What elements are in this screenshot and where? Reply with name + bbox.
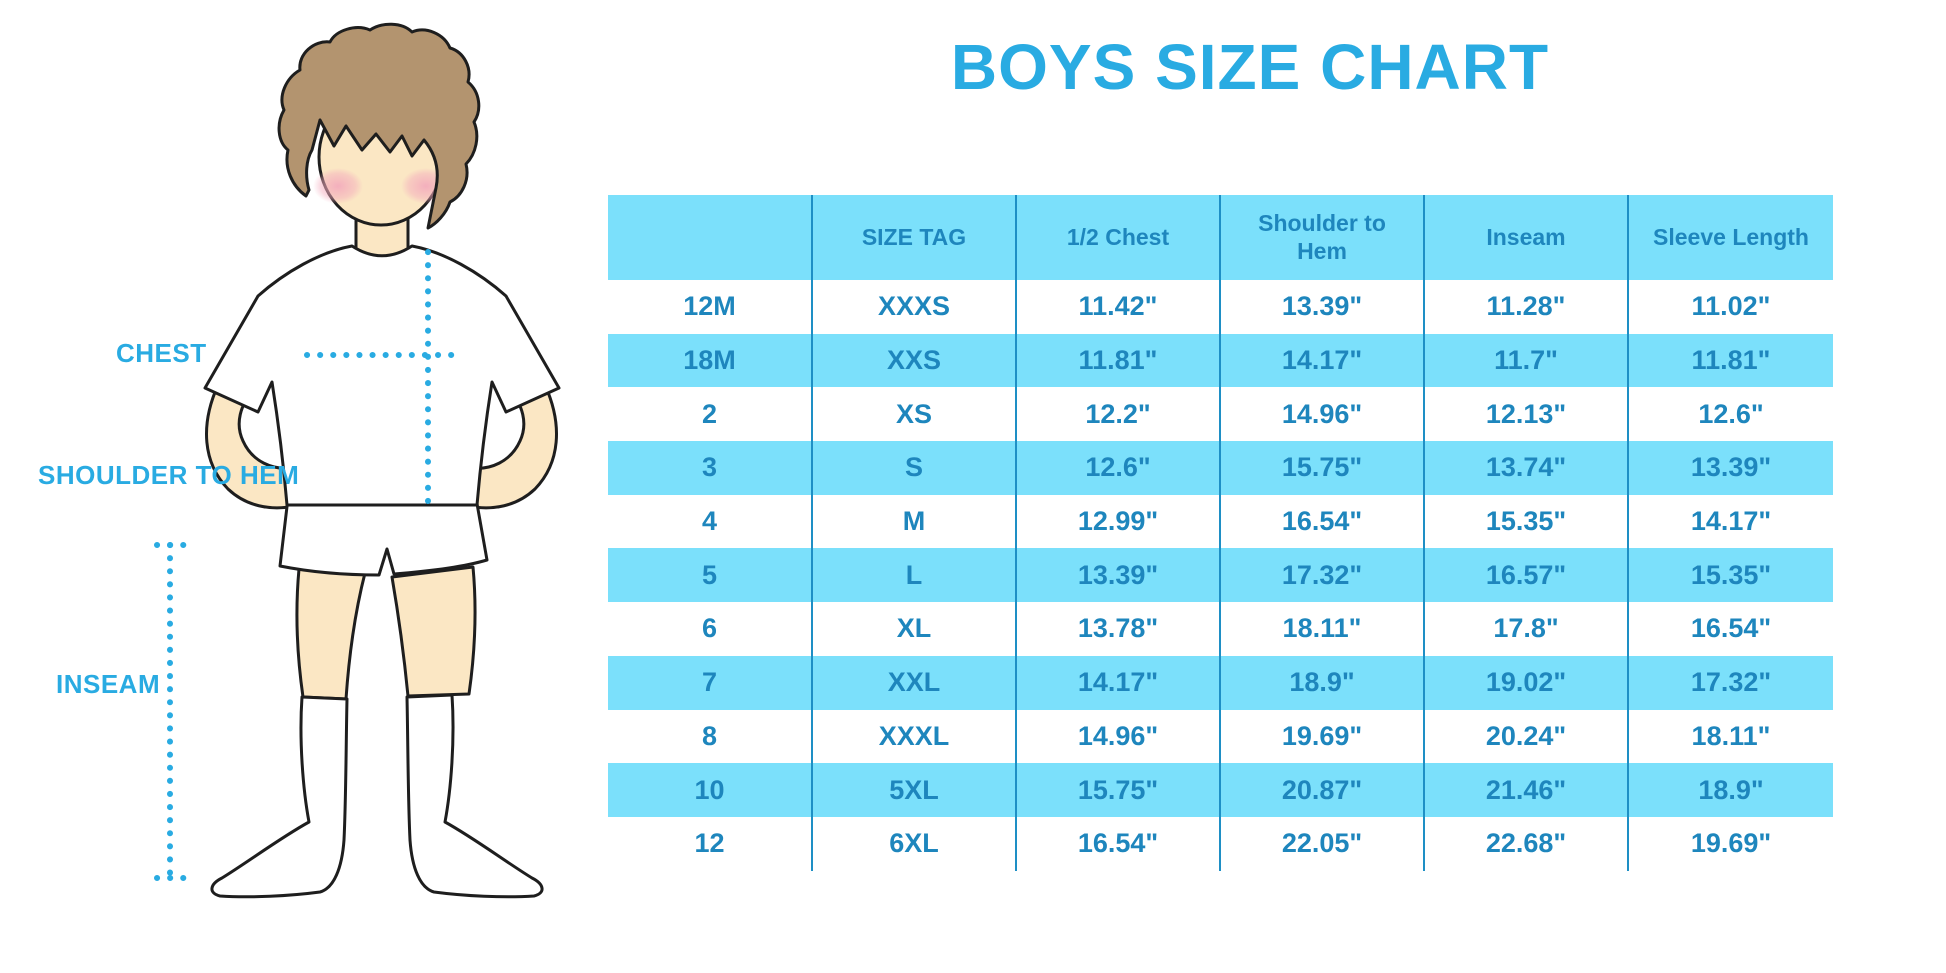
t-shirt	[203, 244, 561, 507]
table-cell: 16.57"	[1423, 548, 1628, 603]
left-leg	[295, 567, 367, 701]
table-row: 4 M 12.99" 16.54" 15.35" 14.17"	[608, 494, 1833, 549]
table-cell: 6	[701, 613, 718, 644]
left-blush	[313, 168, 363, 204]
table-cell: 18.9"	[1219, 655, 1424, 710]
table-cell: 15.75"	[1015, 763, 1220, 817]
table-cell: 8	[701, 720, 718, 751]
right-leg	[390, 565, 477, 698]
table-row: 3 S 12.6" 15.75" 13.74" 13.39"	[608, 441, 1833, 495]
size-chart-table: SIZE TAG 1/2 Chest Shoulder to Hem Inseam Sl…	[608, 195, 1833, 871]
table-cell: 11.81"	[1627, 333, 1833, 388]
table-cell: 16.54"	[1627, 602, 1833, 656]
table-cell: 15.35"	[1423, 494, 1628, 549]
table-cell: 13.78"	[1015, 602, 1220, 656]
table-cell: 11.42"	[1015, 280, 1220, 334]
table-cell: 10	[608, 763, 812, 817]
table-cell: 14.96"	[1219, 387, 1424, 442]
table-cell: XXL	[811, 655, 1016, 710]
table-cell: 16.54"	[1015, 816, 1220, 871]
header-cell: Shoulder to Hem	[1219, 195, 1424, 280]
table-cell: 4	[701, 506, 718, 537]
table-cell: XL	[811, 602, 1016, 656]
table-cell: 20.87"	[1219, 763, 1424, 817]
shorts	[278, 496, 489, 577]
table-cell: 12	[694, 828, 725, 859]
table-cell: 15.75"	[1219, 441, 1424, 495]
boy-illustration	[154, 22, 561, 899]
size-chart-body: 12M XXXS 11.42" 13.39" 11.28" 11.02" 18M XXS 11.…	[608, 280, 1833, 871]
header-cell	[608, 195, 812, 280]
right-sock	[405, 693, 544, 899]
table-cell: 12.6"	[1015, 441, 1220, 495]
table-cell: 21.46"	[1423, 763, 1628, 817]
table-cell: XXS	[811, 333, 1016, 388]
table-cell: 13.39"	[1627, 441, 1833, 495]
table-row: 8 XXXL 14.96" 19.69" 20.24" 18.11"	[608, 709, 1833, 764]
table-cell: 19.02"	[1423, 655, 1628, 710]
table-cell: XS	[811, 387, 1016, 442]
table-cell: XXXL	[811, 709, 1016, 764]
table-row: 6 XL 13.78" 18.11" 17.8" 16.54"	[608, 602, 1833, 656]
shoulder-to-hem-label: SHOULDER TO HEM	[38, 460, 300, 490]
table-cell: 12.99"	[1015, 494, 1220, 549]
table-cell: 22.05"	[1219, 816, 1424, 871]
table-row: 7 XXL 14.17" 18.9" 19.02" 17.32"	[608, 655, 1833, 710]
size-chart-head-row: SIZE TAG 1/2 Chest Shoulder to Hem Inseam Sl…	[608, 195, 1833, 280]
table-cell: 5XL	[811, 763, 1016, 817]
header-cell: Inseam	[1423, 195, 1628, 280]
table-cell: 20.24"	[1423, 709, 1628, 764]
table-cell: 3	[608, 441, 812, 495]
hair	[277, 22, 481, 230]
table-cell: 19.69"	[1627, 816, 1833, 871]
header-cell: Sleeve Length	[1627, 195, 1833, 280]
table-cell: 11.7"	[1423, 333, 1628, 388]
table-cell: 12M	[683, 291, 736, 322]
table-cell: 12.13"	[1423, 387, 1628, 442]
table-cell: M	[811, 494, 1016, 549]
table-row: 10 5XL 15.75" 20.87" 21.46" 18.9"	[608, 763, 1833, 817]
table-cell: 18.11"	[1627, 709, 1833, 764]
table-cell: 18M	[608, 333, 812, 388]
table-cell: 17.32"	[1219, 548, 1424, 603]
table-cell: 18.11"	[1219, 602, 1424, 656]
table-cell: 12.2"	[1015, 387, 1220, 442]
table-cell: 19.69"	[1219, 709, 1424, 764]
chest-label: CHEST	[116, 338, 207, 368]
table-cell: 7	[608, 655, 812, 710]
table-row: 18M XXS 11.81" 14.17" 11.7" 11.81"	[608, 333, 1833, 388]
table-cell: 15.35"	[1627, 548, 1833, 603]
page-title: BOYS SIZE CHART	[950, 31, 1550, 103]
left-sock	[210, 695, 349, 899]
table-cell: 14.17"	[1015, 655, 1220, 710]
table-cell: S	[811, 441, 1016, 495]
table-cell: 17.32"	[1627, 655, 1833, 710]
table-row: 5 L 13.39" 17.32" 16.57" 15.35"	[608, 548, 1833, 603]
table-cell: 13.74"	[1423, 441, 1628, 495]
table-cell: 14.96"	[1015, 709, 1220, 764]
table-cell: 14.17"	[1219, 333, 1424, 388]
table-cell: 11.28"	[1423, 280, 1628, 334]
table-row: 12 6XL 16.54" 22.05" 22.68" 19.69"	[608, 816, 1833, 871]
table-cell: 14.17"	[1627, 494, 1833, 549]
table-cell: 16.54"	[1219, 494, 1424, 549]
table-cell: 12.6"	[1627, 387, 1833, 442]
table-cell: 22.68"	[1423, 816, 1628, 871]
table-cell: 11.81"	[1015, 333, 1220, 388]
table-cell: 6XL	[811, 816, 1016, 871]
table-cell: 18.9"	[1627, 763, 1833, 817]
table-cell: 2	[701, 398, 718, 429]
table-cell: 13.39"	[1015, 548, 1220, 603]
inseam-label: INSEAM	[56, 669, 161, 699]
table-cell: 17.8"	[1423, 602, 1628, 656]
table-cell: 5	[608, 548, 812, 603]
table-cell: 13.39"	[1219, 280, 1424, 334]
header-cell: 1/2 Chest	[1015, 195, 1220, 280]
table-cell: L	[811, 548, 1016, 603]
table-row: 2 XS 12.2" 14.96" 12.13" 12.6"	[608, 387, 1833, 442]
table-cell: XXXS	[811, 280, 1016, 334]
table-row: 12M XXXS 11.42" 13.39" 11.28" 11.02"	[608, 280, 1833, 334]
table-cell: 11.02"	[1627, 280, 1833, 334]
header-cell: SIZE TAG	[811, 195, 1016, 280]
